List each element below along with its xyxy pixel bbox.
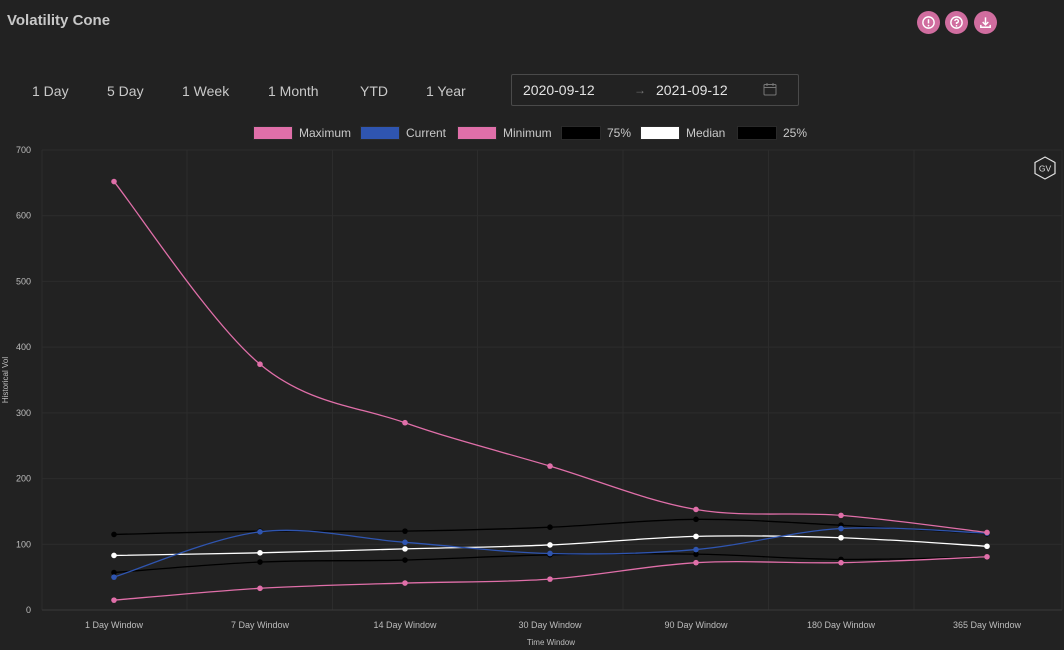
y-tick-label: 300 — [16, 408, 31, 418]
data-point-maximum — [984, 529, 990, 536]
range-tab-1-day[interactable]: 1 Day — [32, 83, 69, 99]
help-button[interactable] — [945, 11, 968, 34]
y-tick-label: 200 — [16, 474, 31, 484]
range-tab-5-day[interactable]: 5 Day — [107, 83, 144, 99]
y-tick-label: 100 — [16, 539, 31, 549]
x-tick-label: 7 Day Window — [231, 620, 290, 630]
data-point-maximum — [257, 361, 263, 368]
legend-label-median: Median — [686, 126, 726, 140]
data-point-minimum — [402, 580, 408, 586]
y-tick-label: 600 — [16, 211, 31, 221]
data-point-maximum — [838, 512, 844, 519]
y-tick-label: 400 — [16, 342, 31, 352]
data-point-median — [547, 542, 553, 548]
series-line-maximum — [113, 181, 988, 534]
legend-item-75[interactable]: 75% — [561, 126, 631, 140]
start-date-input[interactable] — [523, 82, 618, 98]
date-range-picker[interactable]: → — [511, 74, 799, 106]
legend-label-25: 25% — [783, 126, 808, 140]
data-point-25 — [693, 551, 699, 557]
data-point-maximum — [111, 178, 117, 185]
legend-item-current[interactable]: Current — [360, 126, 446, 140]
data-point-maximum — [693, 506, 699, 513]
legend-swatch-current — [360, 126, 400, 140]
data-point-75 — [402, 528, 408, 534]
info-button[interactable] — [917, 11, 940, 34]
legend-label-75: 75% — [607, 126, 632, 140]
data-point-minimum — [838, 559, 844, 566]
data-point-current — [547, 550, 553, 557]
x-tick-label: 30 Day Window — [518, 620, 582, 630]
legend-swatch-minimum — [457, 126, 497, 140]
x-tick-label: 14 Day Window — [373, 620, 437, 630]
data-point-median — [111, 552, 117, 559]
legend-item-minimum[interactable]: Minimum — [457, 126, 552, 140]
data-point-minimum — [547, 576, 553, 582]
legend-swatch-25 — [737, 126, 777, 140]
calendar-icon[interactable] — [763, 82, 777, 96]
gv-badge-text: GV — [1039, 164, 1052, 174]
data-point-25 — [111, 569, 117, 576]
data-point-maximum — [547, 463, 553, 469]
data-point-current — [693, 546, 699, 553]
legend-item-maximum[interactable]: Maximum — [253, 126, 351, 140]
data-point-median — [984, 543, 990, 550]
x-axis-title: Time Window — [527, 638, 575, 647]
data-point-75 — [693, 516, 699, 523]
legend-label-maximum: Maximum — [299, 126, 352, 140]
x-tick-label: 180 Day Window — [807, 620, 876, 630]
question-circle-icon — [950, 16, 963, 29]
x-tick-label: 90 Day Window — [664, 620, 728, 630]
download-button[interactable] — [974, 11, 997, 34]
y-tick-label: 0 — [26, 605, 31, 615]
y-axis-title: Historical Vol — [1, 357, 10, 403]
data-point-current — [257, 529, 263, 535]
legend-swatch-median — [640, 126, 680, 140]
y-tick-label: 700 — [16, 145, 31, 155]
data-point-median — [693, 533, 699, 540]
data-point-current — [111, 574, 117, 580]
legend-swatch-75 — [561, 126, 601, 140]
x-tick-label: 365 Day Window — [953, 620, 1022, 630]
data-point-75 — [547, 524, 553, 530]
data-point-25 — [257, 559, 263, 565]
data-point-median — [838, 534, 844, 541]
data-point-minimum — [984, 553, 990, 560]
legend-item-median[interactable]: Median — [640, 126, 725, 140]
download-icon — [980, 17, 991, 28]
alert-circle-icon — [922, 16, 935, 29]
data-point-median — [402, 546, 408, 552]
range-tab-ytd[interactable]: YTD — [360, 83, 388, 99]
legend-item-25[interactable]: 25% — [737, 126, 807, 140]
legend-label-current: Current — [406, 126, 447, 140]
data-point-75 — [111, 531, 117, 538]
page-title: Volatility Cone — [7, 12, 111, 29]
data-point-median — [257, 550, 263, 556]
data-point-minimum — [111, 597, 117, 603]
range-tab-1-year[interactable]: 1 Year — [426, 83, 466, 99]
range-tab-1-month[interactable]: 1 Month — [268, 83, 319, 99]
data-point-minimum — [693, 559, 699, 566]
data-point-current — [402, 539, 408, 546]
gv-badge: GV — [1034, 156, 1056, 180]
legend-label-minimum: Minimum — [503, 126, 552, 140]
data-point-25 — [402, 557, 408, 563]
data-point-minimum — [257, 585, 263, 592]
data-point-current — [838, 525, 844, 532]
x-tick-label: 1 Day Window — [85, 620, 144, 630]
data-point-maximum — [402, 419, 408, 426]
range-tab-1-week[interactable]: 1 Week — [182, 83, 230, 99]
end-date-input[interactable] — [656, 82, 751, 98]
y-tick-label: 500 — [16, 276, 31, 286]
date-separator: → — [634, 83, 646, 97]
legend-swatch-maximum — [253, 126, 293, 140]
